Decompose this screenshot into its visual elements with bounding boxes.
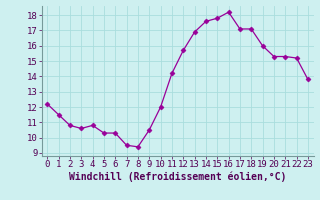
X-axis label: Windchill (Refroidissement éolien,°C): Windchill (Refroidissement éolien,°C) [69,172,286,182]
